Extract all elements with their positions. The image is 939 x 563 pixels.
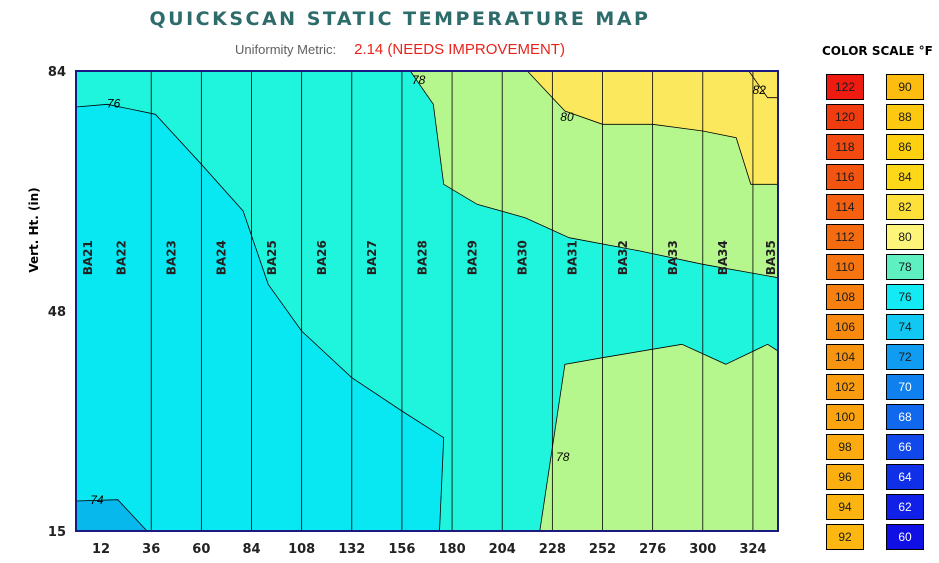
color-scale-swatch: 120	[826, 104, 864, 130]
color-scale-swatch: 92	[826, 524, 864, 550]
contour-label-78: 78	[556, 450, 570, 464]
x-tick-label: 300	[689, 542, 716, 557]
color-scale-swatch: 108	[826, 284, 864, 310]
color-scale-swatch: 104	[826, 344, 864, 370]
contour-line-80	[527, 70, 778, 185]
band-82-region	[527, 71, 778, 185]
rack-label: BA29	[465, 240, 479, 275]
uniformity-metric-value: 2.14 (NEEDS IMPROVEMENT)	[354, 41, 565, 58]
band-74-region	[76, 499, 147, 531]
color-scale-swatch: 62	[886, 494, 924, 520]
contour-line-76	[75, 103, 445, 532]
color-scale-swatch: 86	[886, 134, 924, 160]
color-scale-swatch: 68	[886, 404, 924, 430]
x-tick-label: 12	[92, 542, 110, 557]
color-scale-swatch: 78	[886, 254, 924, 280]
x-tick-label: 108	[288, 542, 315, 557]
contour-line-82	[748, 70, 778, 99]
contour-line-74	[75, 499, 148, 532]
x-tick-label: 84	[242, 542, 260, 557]
color-scale-swatch: 96	[826, 464, 864, 490]
color-scale-swatch: 60	[886, 524, 924, 550]
uniformity-metric: Uniformity Metric: 2.14 (NEEDS IMPROVEME…	[0, 41, 800, 58]
color-scale-swatch: 88	[886, 104, 924, 130]
x-tick-label: 276	[639, 542, 666, 557]
color-scale-swatch: 64	[886, 464, 924, 490]
y-axis-label: Vert. Ht. (in)	[27, 187, 41, 272]
chart-title: QUICKSCAN STATIC TEMPERATURE MAP	[149, 8, 651, 30]
color-scale-swatch: 110	[826, 254, 864, 280]
color-scale-swatch: 102	[826, 374, 864, 400]
y-tick-label: 84	[48, 65, 66, 80]
color-scale-swatch: 116	[826, 164, 864, 190]
x-tick-label: 228	[539, 542, 566, 557]
color-scale-swatch: 98	[826, 434, 864, 460]
rack-label: BA31	[566, 240, 580, 275]
color-scale-swatch: 76	[886, 284, 924, 310]
rack-label: BA33	[666, 240, 680, 275]
color-scale-swatch: 72	[886, 344, 924, 370]
rack-label: BA23	[165, 240, 179, 275]
rack-label: BA32	[616, 240, 630, 275]
rack-label: BA26	[315, 240, 329, 275]
y-tick-label: 48	[48, 305, 66, 320]
color-scale-swatch: 122	[826, 74, 864, 100]
contour-label-76: 76	[107, 97, 121, 111]
x-tick-label: 60	[192, 542, 210, 557]
x-tick-label: 180	[439, 542, 466, 557]
color-scale-swatch: 100	[826, 404, 864, 430]
color-scale-title: COLOR SCALE °F	[822, 44, 933, 58]
uniformity-metric-label: Uniformity Metric:	[235, 42, 337, 57]
rack-label: BA35	[764, 240, 778, 275]
rack-label: BA34	[716, 240, 730, 275]
color-scale-swatch: 106	[826, 314, 864, 340]
band-80-lower-region	[539, 344, 778, 531]
x-tick-label: 156	[388, 542, 415, 557]
contour-label-82: 82	[753, 83, 767, 97]
x-tick-label: 252	[589, 542, 616, 557]
rack-label: BA24	[215, 240, 229, 275]
color-scale-swatch: 94	[826, 494, 864, 520]
color-scale-swatch: 74	[886, 314, 924, 340]
rack-label: BA27	[365, 240, 379, 275]
contour-label-74: 74	[90, 493, 104, 507]
color-scale-swatch: 118	[826, 134, 864, 160]
contour-label-78: 78	[412, 73, 426, 87]
color-scale-swatch: 66	[886, 434, 924, 460]
contour-line-78	[539, 343, 779, 532]
color-scale-swatch: 84	[886, 164, 924, 190]
x-tick-label: 324	[739, 542, 766, 557]
x-tick-label: 132	[338, 542, 365, 557]
color-scale-swatch: 70	[886, 374, 924, 400]
color-scale-swatch: 80	[886, 224, 924, 250]
rack-label: BA30	[516, 240, 530, 275]
rack-label: BA22	[114, 240, 128, 275]
y-tick-label: 15	[48, 525, 66, 540]
contour-line-78	[409, 70, 779, 279]
color-scale-swatch: 90	[886, 74, 924, 100]
x-tick-label: 204	[489, 542, 516, 557]
color-scale-swatch: 82	[886, 194, 924, 220]
rack-label: BA28	[415, 240, 429, 275]
color-scale-swatch: 114	[826, 194, 864, 220]
rack-label: BA25	[265, 240, 279, 275]
rack-label: BA21	[81, 240, 95, 275]
plot-border	[75, 70, 779, 532]
contour-label-80: 80	[560, 110, 574, 124]
color-scale-swatch: 112	[826, 224, 864, 250]
x-tick-label: 36	[142, 542, 160, 557]
